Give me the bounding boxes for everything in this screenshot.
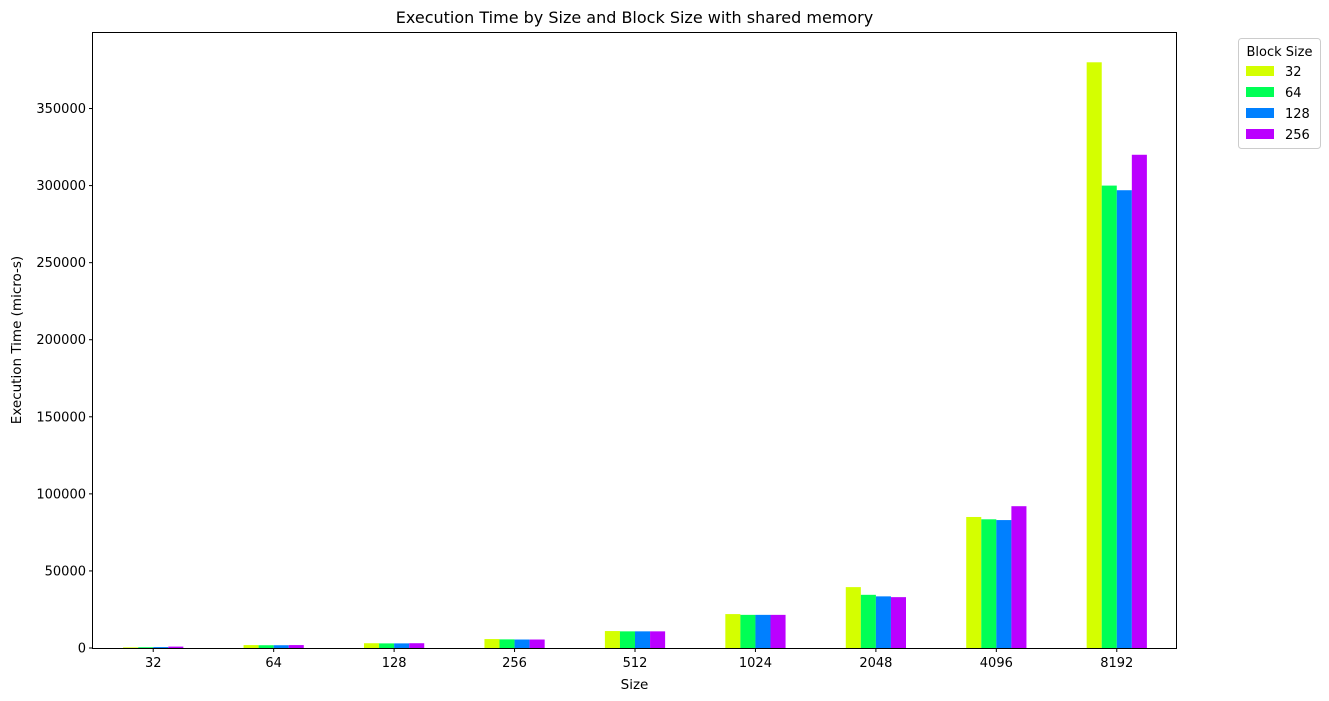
bar-128-256 [514, 639, 530, 648]
bar-256-8192 [1131, 154, 1147, 648]
bar-128-4096 [996, 520, 1012, 648]
legend: Block Size 32 64 128 256 [1238, 38, 1321, 149]
legend-label-32: 32 [1285, 65, 1302, 80]
bar-128-128 [394, 643, 410, 648]
x-tick-label: 64 [265, 656, 282, 671]
bar-64-4096 [981, 519, 997, 648]
y-tick-label: 150000 [36, 410, 86, 425]
x-tick-label: 4096 [980, 656, 1013, 671]
x-tick-label: 512 [623, 656, 648, 671]
legend-title: Block Size [1247, 45, 1313, 60]
x-axis: 32 64 128 256 512 1024 2048 4096 8192 [145, 648, 1133, 671]
bar-64-32 [138, 647, 154, 648]
chart-title: Execution Time by Size and Block Size wi… [396, 8, 873, 27]
bar-64-2048 [860, 594, 876, 648]
legend-swatch-128 [1246, 108, 1274, 118]
bar-128-2048 [875, 596, 891, 648]
y-tick-label: 250000 [36, 256, 86, 271]
legend-swatch-256 [1246, 129, 1274, 139]
legend-label-128: 128 [1285, 107, 1310, 122]
bar-32-2048 [845, 587, 861, 648]
bar-64-256 [499, 639, 515, 648]
y-tick-label: 100000 [36, 487, 86, 502]
bar-32-256 [484, 639, 500, 648]
y-tick-label: 300000 [36, 179, 86, 194]
bar-128-64 [273, 645, 289, 648]
y-tick-label: 350000 [36, 102, 86, 117]
legend-items: 32 64 128 256 [1246, 65, 1310, 143]
bar-128-8192 [1116, 190, 1132, 648]
x-tick-label: 1024 [739, 656, 772, 671]
bar-64-64 [258, 645, 274, 648]
bar-256-32 [168, 646, 184, 648]
bar-256-64 [288, 645, 304, 648]
y-tick-label: 0 [78, 642, 86, 657]
x-tick-label: 128 [382, 656, 407, 671]
bars-group [123, 62, 1147, 649]
x-tick-label: 8192 [1100, 656, 1133, 671]
y-axis: 0 50000 100000 150000 200000 250000 300000 3500… [36, 102, 93, 657]
legend-swatch-32 [1246, 66, 1274, 76]
bar-64-1024 [740, 614, 756, 648]
y-tick-label: 50000 [45, 564, 86, 579]
bar-32-128 [364, 643, 380, 648]
y-axis-label: Execution Time (micro-s) [9, 256, 25, 424]
x-tick-label: 2048 [859, 656, 892, 671]
legend-label-256: 256 [1285, 128, 1310, 143]
bar-64-512 [619, 631, 635, 648]
bar-256-128 [409, 643, 425, 648]
bar-128-32 [153, 647, 169, 648]
bar-64-8192 [1101, 185, 1117, 648]
y-tick-label: 200000 [36, 333, 86, 348]
bar-32-512 [604, 631, 620, 648]
bar-256-2048 [890, 597, 906, 648]
bar-64-128 [379, 643, 395, 648]
x-axis-label: Size [621, 677, 649, 693]
bar-128-512 [635, 631, 651, 648]
bar-256-1024 [770, 614, 786, 648]
bar-32-1024 [725, 614, 741, 648]
bar-256-512 [650, 631, 666, 648]
x-tick-label: 32 [145, 656, 162, 671]
bar-32-8192 [1086, 62, 1102, 649]
bar-256-256 [529, 639, 545, 648]
legend-label-64: 64 [1285, 86, 1302, 101]
bar-32-4096 [966, 516, 982, 648]
bar-32-64 [243, 645, 259, 648]
bar-256-4096 [1011, 506, 1027, 648]
bar-128-1024 [755, 614, 771, 648]
legend-swatch-64 [1246, 87, 1274, 97]
x-tick-label: 256 [502, 656, 527, 671]
bar-32-32 [123, 647, 139, 648]
